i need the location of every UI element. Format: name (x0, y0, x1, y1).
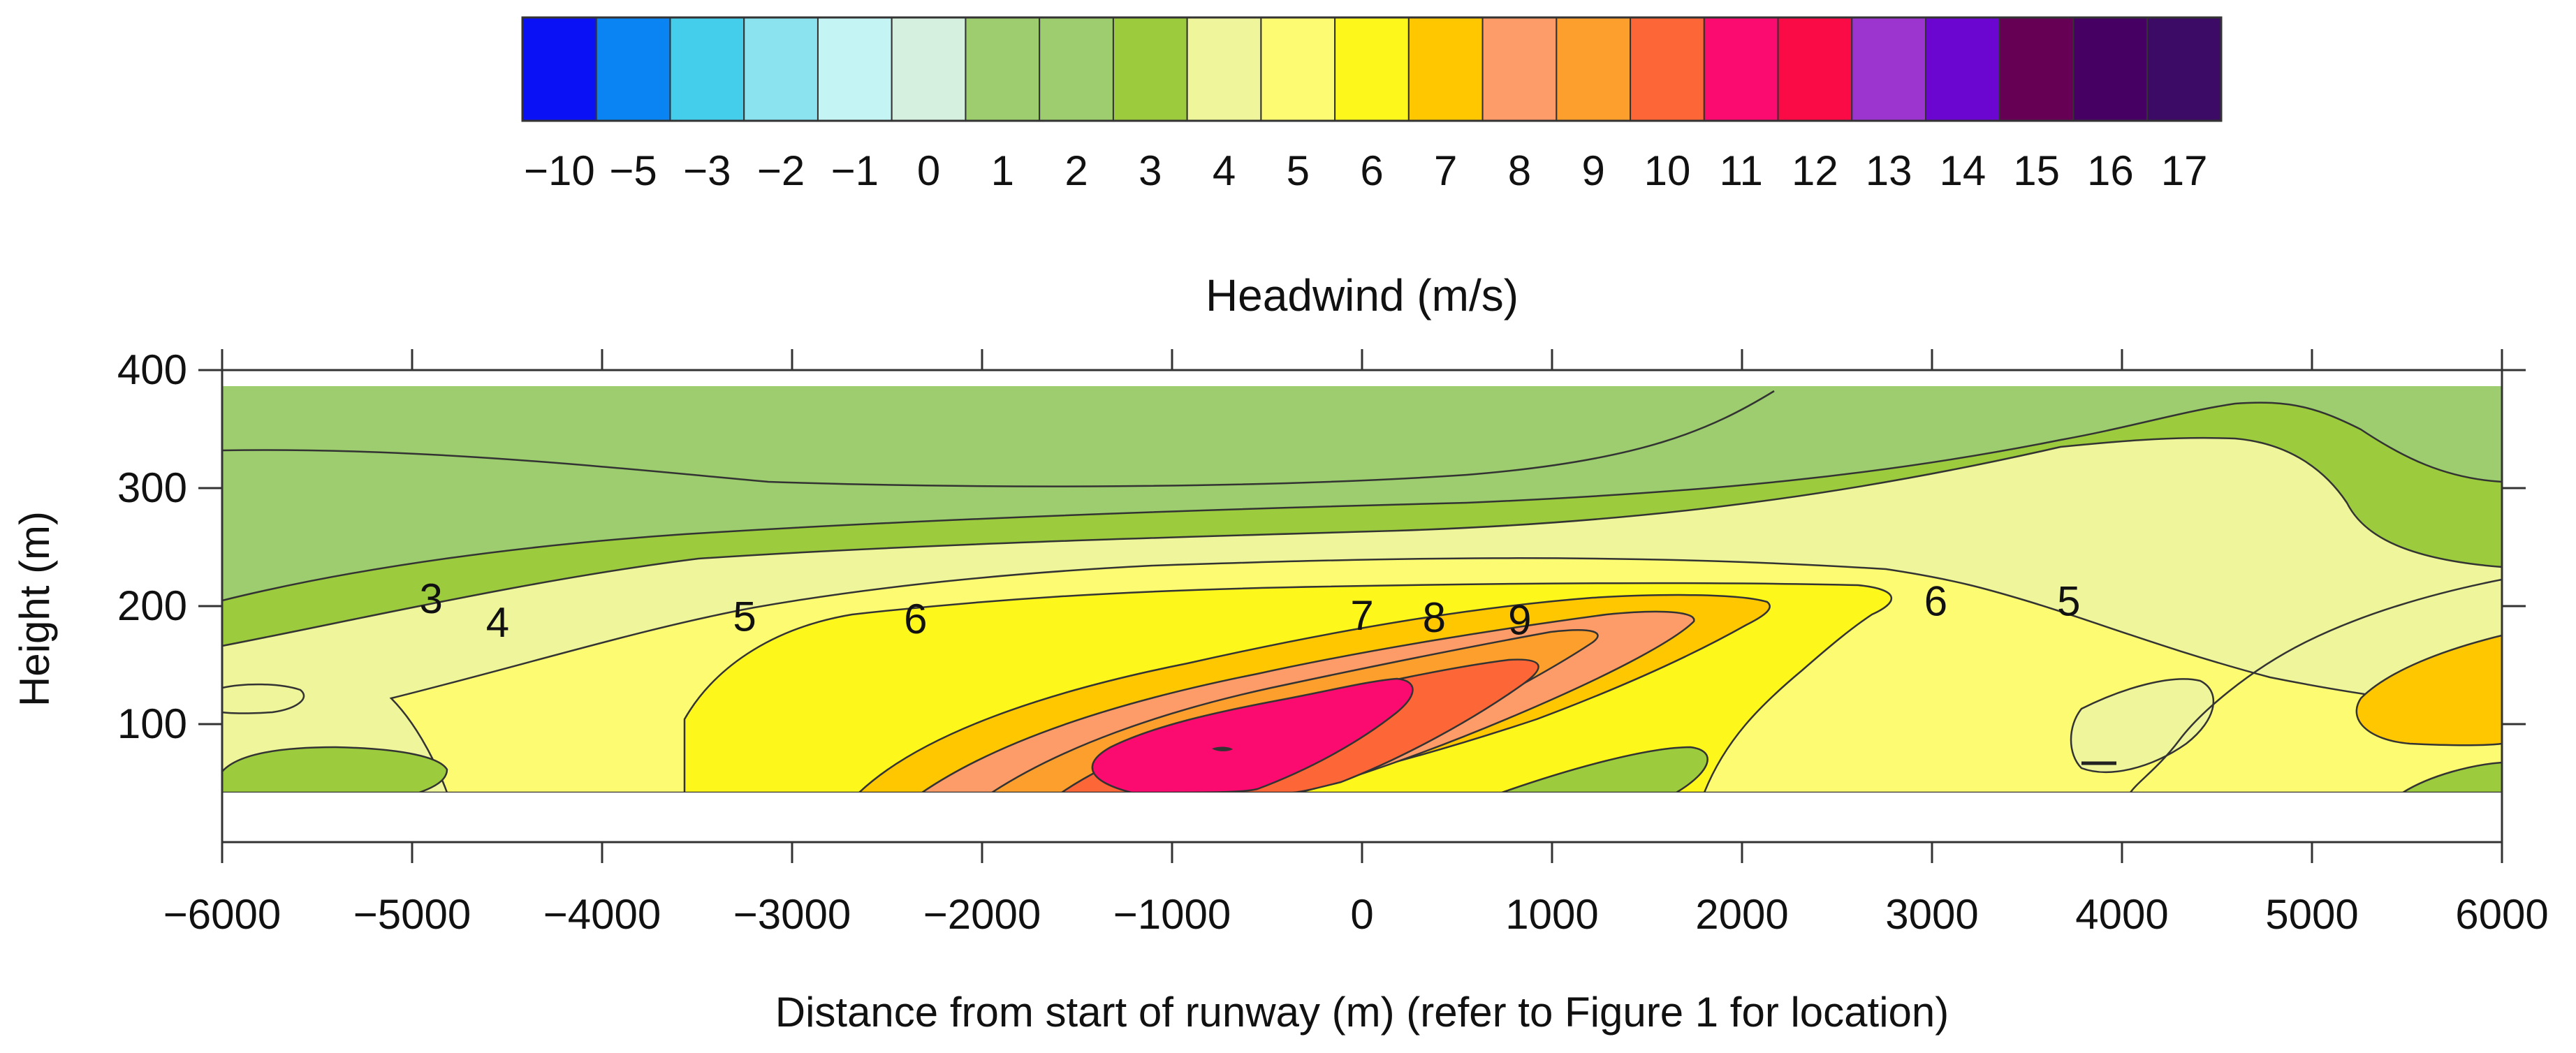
contour-label: 6 (1924, 578, 1947, 625)
colorbar-frame (521, 16, 2223, 122)
x-tick-label: 5000 (2265, 891, 2358, 938)
colorbar-swatch (891, 17, 967, 122)
colorbar-swatch (2146, 17, 2223, 122)
colorbar-label: 13 (1866, 147, 1912, 194)
contour-label: 5 (733, 594, 756, 640)
colorbar-label: 5 (1287, 147, 1310, 194)
x-tick-label: 3000 (1885, 891, 1978, 938)
y-tick-label: 300 (117, 464, 187, 511)
colorbar-label: 7 (1434, 147, 1457, 194)
contour-label: 3 (420, 575, 443, 622)
contour-label: 4 (486, 599, 509, 646)
contour-label: 9 (1508, 597, 1531, 644)
colorbar-label: 15 (2013, 147, 2060, 194)
x-tick-label: −2000 (923, 891, 1041, 938)
x-tick-label: −5000 (353, 891, 471, 938)
x-tick-label: −4000 (543, 891, 661, 938)
colorbar (521, 16, 2223, 122)
x-tick-label: −3000 (733, 891, 851, 938)
colorbar-label: 10 (1644, 147, 1691, 194)
colorbar-swatch (1556, 17, 1632, 122)
contour-label: 6 (904, 596, 927, 642)
colorbar-swatch (595, 17, 671, 122)
contour-labels: 34 5 6 7 8 9 6 5 (420, 575, 2081, 646)
contour-label: 8 (1423, 594, 1446, 641)
y-tick-label: 400 (117, 346, 187, 393)
colorbar-label: −10 (524, 147, 595, 194)
colorbar-swatch (522, 17, 597, 122)
colorbar-label: 16 (2087, 147, 2134, 194)
x-tick-label: −6000 (163, 891, 281, 938)
x-tick-label: 0 (1350, 891, 1373, 938)
colorbar-label: 17 (2161, 147, 2208, 194)
colorbar-label: 3 (1139, 147, 1162, 194)
colorbar-swatch (1777, 17, 1853, 122)
region-level-3-lower-left (222, 746, 448, 793)
colorbar-swatch (669, 17, 745, 122)
plot-area (222, 386, 2502, 793)
colorbar-label: 12 (1792, 147, 1838, 194)
contour-line-2-upper (222, 390, 1775, 487)
y-tick-label: 200 (117, 582, 187, 629)
colorbar-label: 0 (917, 147, 940, 194)
region-level-4-left-pocket (222, 683, 305, 714)
region-level-7-right-edge (2355, 634, 2502, 746)
colorbar-swatch (1407, 17, 1484, 122)
colorbar-swatch (1851, 17, 1927, 122)
colorbar-swatch (817, 17, 893, 122)
colorbar-swatch (1334, 17, 1410, 122)
y-axis-label: Height (m) (11, 511, 58, 707)
colorbar-swatch (1630, 17, 1705, 122)
x-tick-label: −1000 (1113, 891, 1231, 938)
colorbar-swatch (2072, 17, 2149, 122)
colorbar-label: 9 (1582, 147, 1605, 194)
x-tick-label: 1000 (1505, 891, 1598, 938)
colorbar-swatch (1703, 17, 1779, 122)
x-axis: −6000 −5000 −4000 −3000 −2000 −1000 0 1000 2000 3… (163, 349, 2549, 938)
colorbar-swatch (965, 17, 1041, 122)
region-level-4-right-pocket (2070, 678, 2215, 773)
colorbar-label: 14 (1940, 147, 1986, 194)
x-tick-label: 2000 (1695, 891, 1788, 938)
colorbar-swatch (1186, 17, 1262, 122)
colorbar-swatch (743, 17, 819, 122)
colorbar-label: −2 (757, 147, 805, 194)
colorbar-swatch (1112, 17, 1188, 122)
contour-label: 7 (1350, 592, 1373, 639)
contour-label: 5 (2057, 578, 2080, 625)
colorbar-label: 4 (1213, 147, 1236, 194)
colorbar-swatch (1260, 17, 1336, 122)
region-level-12-spot (1212, 746, 1233, 751)
colorbar-label: −5 (609, 147, 657, 194)
colorbar-label: 8 (1508, 147, 1531, 194)
colorbar-label: −1 (831, 147, 879, 194)
colorbar-swatch (1925, 17, 2000, 122)
colorbar-swatch (1481, 17, 1558, 122)
colorbar-label: 11 (1720, 147, 1763, 194)
y-axis: 100 200 300 400 (117, 346, 2526, 747)
colorbar-swatch (1039, 17, 1114, 122)
x-tick-label: 4000 (2075, 891, 2168, 938)
chart-title: Headwind (m/s) (1206, 270, 1518, 321)
colorbar-labels: −10 −5 −3 −2 −1 0 1 2 3 4 5 6 7 8 9 10 11 12 13 14 15 16 17 (524, 147, 2208, 194)
x-tick-label: 6000 (2455, 891, 2548, 938)
colorbar-label: 1 (991, 147, 1014, 194)
colorbar-label: −3 (683, 147, 731, 194)
colorbar-label: 6 (1360, 147, 1383, 194)
colorbar-swatch (1998, 17, 2074, 122)
contour-line-5-right (2129, 578, 2502, 793)
x-axis-label: Distance from start of runway (m) (refer… (775, 989, 1949, 1036)
colorbar-label: 2 (1064, 147, 1088, 194)
region-level-3-lower-middle (1501, 746, 1708, 793)
y-tick-label: 100 (117, 700, 187, 747)
region-level-11 (1091, 677, 1414, 793)
